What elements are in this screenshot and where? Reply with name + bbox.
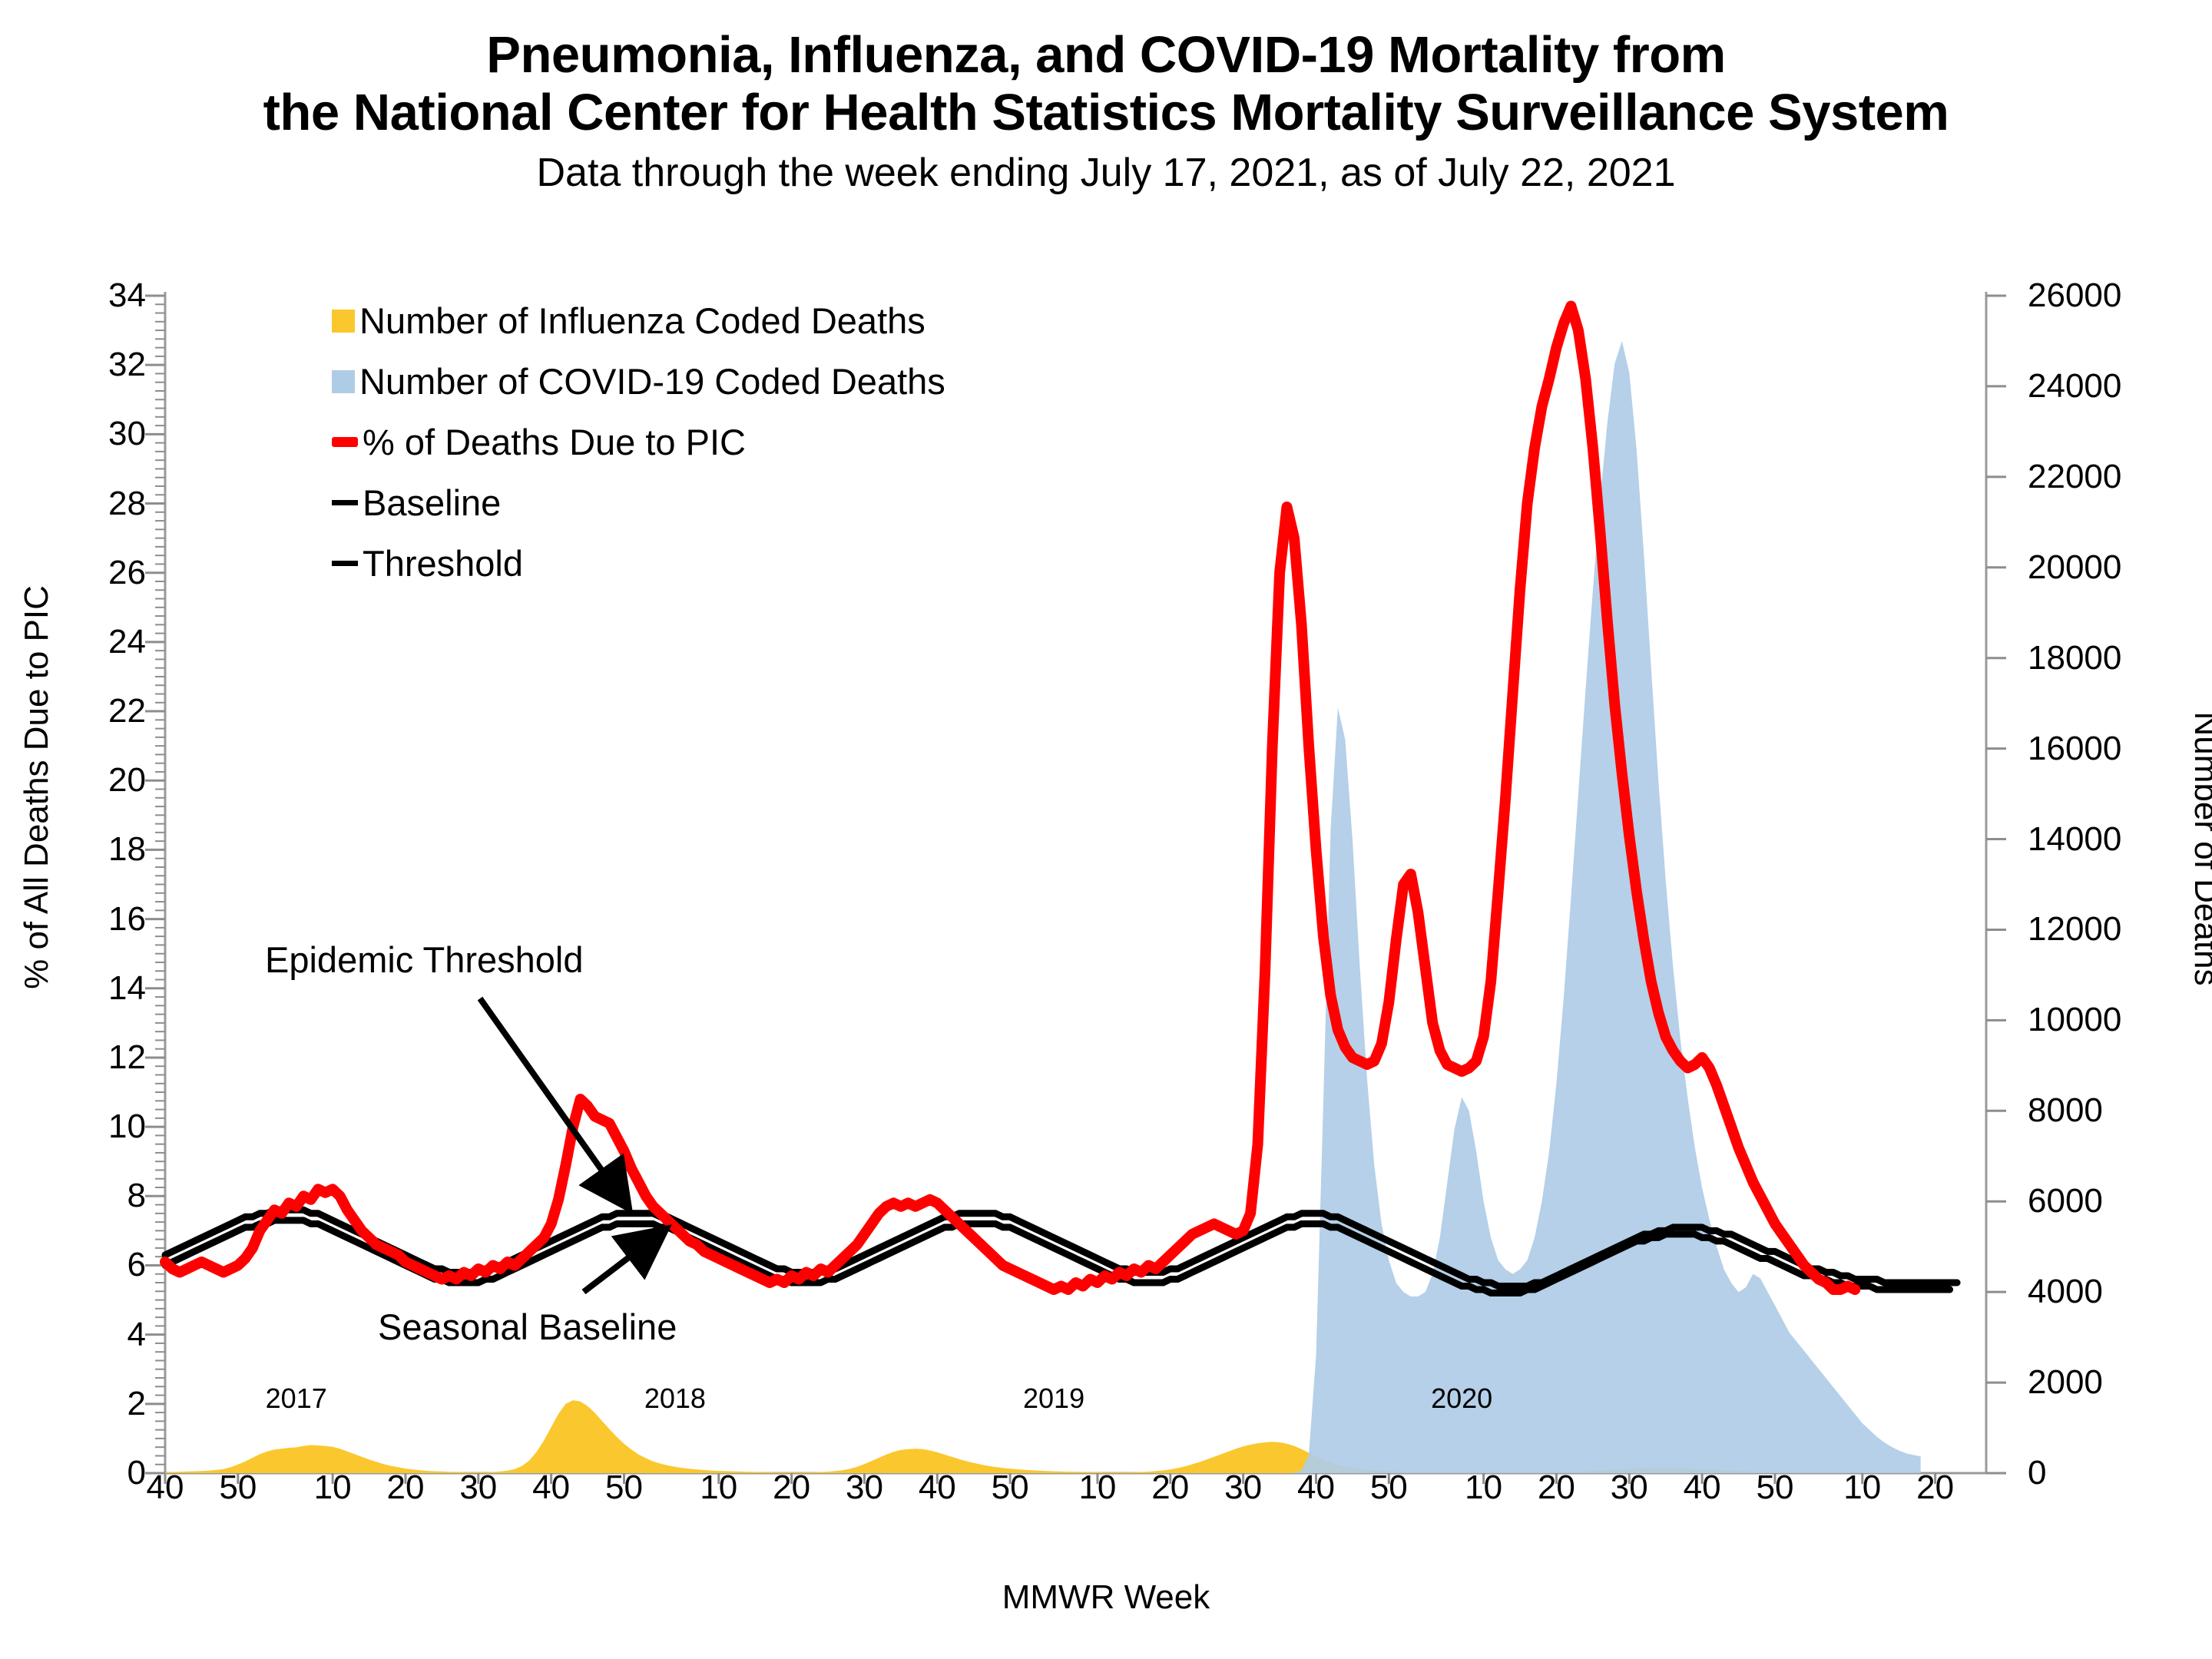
y-tick-label-right: 8000: [2028, 1091, 2103, 1130]
x-axis-ticks: 40 50 10 20 30 40 50 10 20 30 40 50 10 20 30 40 50 10 20 30…: [0, 1469, 2212, 1522]
legend-label: Baseline: [363, 482, 502, 523]
y-tick-label-left: 22: [108, 692, 146, 730]
legend-line-icon: [332, 500, 358, 505]
y-axis-left-ticks: 0 2 4 6 8 10 12 14 16 18 20 22 24 26 28 30 32 34: [61, 0, 146, 1659]
y-tick-label-right: 6000: [2028, 1182, 2103, 1220]
y-tick-label-left: 34: [108, 276, 146, 314]
legend-item-3: Baseline: [332, 472, 945, 533]
legend-swatch-icon: [332, 369, 355, 393]
y-tick-label-right: 26000: [2028, 276, 2122, 314]
y-tick-label-right: 0: [2028, 1454, 2047, 1492]
chart-subtitle: Data through the week ending July 17, 20…: [536, 151, 1676, 196]
y-tick-label-right: 20000: [2028, 548, 2122, 586]
legend-label: Threshold: [363, 543, 523, 584]
legend-swatch-icon: [332, 309, 355, 333]
year-label-2017: 2017: [265, 1382, 327, 1414]
y-tick-label-left: 24: [108, 622, 146, 661]
y-tick-label-left: 30: [108, 415, 146, 453]
title-line-1: Pneumonia, Influenza, and COVID-19 Morta…: [486, 26, 1726, 84]
annotation-epidemic-threshold: Epidemic Threshold: [265, 939, 584, 980]
y-tick-label-left: 28: [108, 484, 146, 522]
arrow-seasonal-baseline: [581, 1224, 672, 1295]
y-axis-right-ticks: 0 2000 4000 6000 8000 10000 12000 14000 16000 180…: [2028, 0, 2204, 1659]
y-tick-label-left: 4: [127, 1315, 146, 1353]
y-tick-label-left: 32: [108, 346, 146, 384]
covid-area: [165, 341, 1921, 1473]
title-line-2: the National Center for Health Statistic…: [263, 84, 1949, 142]
y-tick-label-left: 12: [108, 1038, 146, 1076]
year-label-2020: 2020: [1431, 1382, 1493, 1414]
y-tick-label-left: 26: [108, 553, 146, 591]
legend-item-2: % of Deaths Due to PIC: [332, 412, 945, 472]
y-tick-label-left: 0: [127, 1454, 146, 1492]
y-tick-label-left: 6: [127, 1246, 146, 1284]
legend-label: Number of COVID-19 Coded Deaths: [359, 361, 945, 402]
y-tick-label-left: 2: [127, 1384, 146, 1422]
y-tick-label-right: 4000: [2028, 1273, 2103, 1311]
y-tick-label-right: 16000: [2028, 729, 2122, 767]
y-tick-label-right: 24000: [2028, 366, 2122, 405]
arrow-epidemic-threshold: [477, 996, 634, 1215]
legend-item-4: Threshold: [332, 533, 945, 594]
influenza-area: [165, 1400, 1892, 1473]
legend-label: % of Deaths Due to PIC: [363, 422, 746, 462]
year-label-2018: 2018: [644, 1382, 706, 1414]
x-axis-title: MMWR Week: [1002, 1578, 1210, 1616]
legend-label: Number of Influenza Coded Deaths: [359, 300, 926, 341]
y-tick-label-right: 2000: [2028, 1363, 2103, 1402]
legend-item-1: Number of COVID-19 Coded Deaths: [332, 351, 945, 412]
y-tick-label-right: 14000: [2028, 820, 2122, 858]
year-label-2019: 2019: [1023, 1382, 1085, 1414]
y-tick-label-right: 18000: [2028, 638, 2122, 677]
chart-title-block: Pneumonia, Influenza, and COVID-19 Morta…: [0, 26, 2212, 197]
baseline-line: [161, 1217, 1954, 1296]
legend-item-0: Number of Influenza Coded Deaths: [332, 290, 945, 351]
y-tick-label-left: 20: [108, 761, 146, 800]
y-tick-label-left: 10: [108, 1108, 146, 1146]
y-tick-label-left: 14: [108, 969, 146, 1007]
annotation-seasonal-baseline: Seasonal Baseline: [378, 1306, 677, 1347]
legend-line-icon: [332, 437, 358, 447]
y-tick-label-right: 10000: [2028, 1001, 2122, 1039]
y-tick-label-right: 22000: [2028, 457, 2122, 495]
legend-line-icon: [332, 561, 358, 566]
y-tick-label-left: 16: [108, 899, 146, 938]
y-tick-label-left: 18: [108, 830, 146, 869]
pic-percent-line: [160, 300, 1861, 1295]
y-tick-label-left: 8: [127, 1177, 146, 1215]
chart-legend: Number of Influenza Coded Deaths Number o…: [332, 290, 945, 594]
y-tick-label-right: 12000: [2028, 910, 2122, 949]
